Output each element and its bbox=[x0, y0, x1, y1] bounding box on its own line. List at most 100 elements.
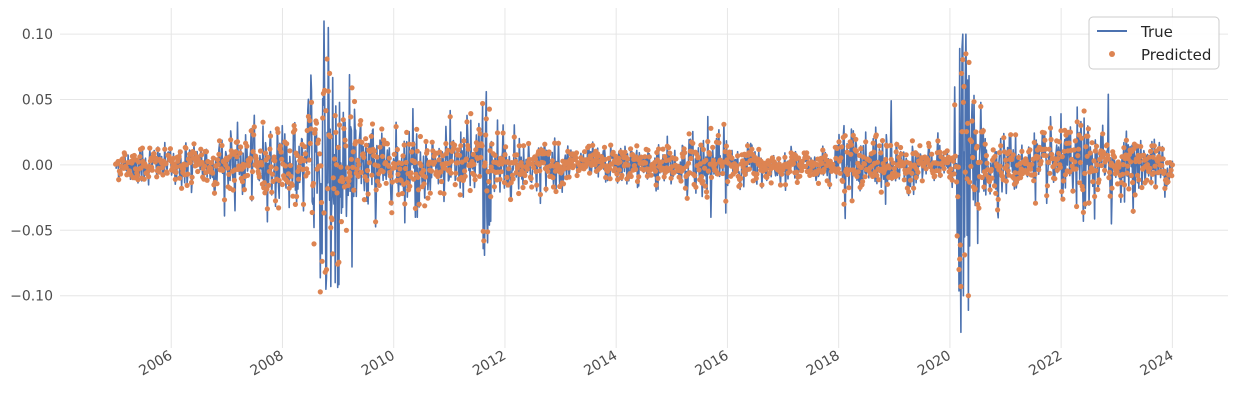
predicted-point bbox=[935, 138, 941, 144]
predicted-point bbox=[1121, 145, 1127, 151]
predicted-point bbox=[1151, 143, 1157, 149]
predicted-point bbox=[427, 190, 433, 196]
predicted-point bbox=[633, 166, 639, 172]
predicted-point bbox=[529, 161, 536, 167]
predicted-point bbox=[147, 145, 153, 151]
predicted-point bbox=[228, 137, 234, 143]
predicted-point bbox=[473, 147, 479, 153]
predicted-point bbox=[462, 173, 468, 179]
predicted-point bbox=[837, 170, 843, 176]
predicted-point bbox=[833, 155, 839, 161]
predicted-point bbox=[471, 161, 477, 167]
predicted-point bbox=[723, 143, 730, 149]
predicted-point bbox=[700, 178, 706, 184]
predicted-point bbox=[619, 172, 625, 178]
predicted-point bbox=[504, 174, 510, 180]
predicted-point bbox=[330, 251, 336, 257]
predicted-point bbox=[963, 51, 969, 57]
predicted-point bbox=[323, 108, 329, 114]
predicted-point bbox=[1134, 172, 1141, 178]
predicted-point bbox=[971, 99, 977, 105]
predicted-point bbox=[524, 166, 531, 172]
predicted-point bbox=[659, 159, 665, 165]
predicted-point bbox=[1055, 156, 1061, 162]
predicted-point bbox=[553, 188, 559, 195]
predicted-point bbox=[702, 183, 708, 189]
predicted-point bbox=[462, 168, 468, 174]
predicted-point bbox=[343, 227, 349, 233]
predicted-point bbox=[1095, 186, 1101, 193]
predicted-point bbox=[318, 163, 324, 169]
predicted-point bbox=[571, 163, 577, 169]
predicted-point bbox=[1134, 143, 1140, 149]
predicted-point bbox=[391, 151, 397, 157]
predicted-point bbox=[1056, 150, 1062, 156]
predicted-point bbox=[429, 139, 435, 145]
predicted-point bbox=[759, 182, 765, 188]
predicted-point bbox=[653, 182, 659, 188]
predicted-point bbox=[485, 169, 491, 175]
predicted-point bbox=[328, 225, 334, 231]
predicted-point bbox=[483, 132, 489, 138]
predicted-point bbox=[799, 168, 805, 174]
predicted-point bbox=[1059, 154, 1065, 160]
predicted-point bbox=[879, 138, 886, 144]
predicted-point bbox=[690, 140, 696, 146]
predicted-point bbox=[884, 181, 891, 187]
predicted-point bbox=[1104, 142, 1110, 148]
predicted-point bbox=[292, 201, 298, 207]
predicted-point bbox=[996, 150, 1003, 156]
predicted-point bbox=[476, 126, 482, 132]
predicted-point bbox=[587, 170, 593, 176]
predicted-point bbox=[432, 159, 438, 165]
predicted-point bbox=[666, 145, 672, 151]
predicted-point bbox=[348, 156, 354, 162]
predicted-point bbox=[645, 147, 651, 153]
predicted-point bbox=[608, 142, 614, 148]
predicted-point bbox=[992, 153, 998, 159]
predicted-point bbox=[1062, 172, 1068, 178]
predicted-point bbox=[707, 151, 713, 157]
predicted-point bbox=[357, 122, 363, 128]
predicted-point bbox=[1150, 154, 1156, 160]
predicted-point bbox=[651, 164, 657, 170]
predicted-point bbox=[189, 174, 195, 180]
predicted-point bbox=[461, 138, 467, 144]
predicted-point bbox=[944, 148, 950, 154]
predicted-point bbox=[550, 184, 557, 190]
predicted-point bbox=[983, 153, 990, 159]
predicted-point bbox=[566, 174, 572, 180]
predicted-point bbox=[882, 167, 888, 173]
predicted-point bbox=[1082, 170, 1088, 176]
predicted-point bbox=[1071, 147, 1077, 153]
predicted-point bbox=[742, 171, 748, 177]
predicted-point bbox=[423, 138, 429, 145]
predicted-point bbox=[804, 150, 810, 156]
predicted-point bbox=[555, 140, 562, 146]
predicted-point bbox=[183, 145, 189, 151]
predicted-point bbox=[973, 129, 979, 135]
predicted-point bbox=[919, 178, 925, 184]
predicted-point bbox=[491, 184, 497, 190]
predicted-point bbox=[1087, 150, 1093, 156]
predicted-point bbox=[543, 186, 549, 192]
predicted-point bbox=[1075, 146, 1082, 152]
predicted-point bbox=[695, 154, 702, 161]
predicted-point bbox=[876, 177, 882, 183]
predicted-point bbox=[1169, 162, 1175, 168]
predicted-point bbox=[1165, 179, 1171, 185]
predicted-point bbox=[776, 156, 782, 162]
predicted-point bbox=[1139, 184, 1145, 191]
predicted-point bbox=[532, 156, 539, 162]
predicted-point bbox=[1028, 166, 1034, 172]
predicted-point bbox=[911, 185, 917, 191]
predicted-point bbox=[715, 171, 721, 177]
predicted-point bbox=[311, 241, 317, 247]
predicted-point bbox=[805, 155, 811, 161]
predicted-point bbox=[1010, 152, 1016, 158]
predicted-point bbox=[333, 129, 339, 135]
predicted-point bbox=[425, 195, 431, 201]
predicted-point bbox=[248, 128, 254, 134]
predicted-point bbox=[155, 146, 161, 152]
